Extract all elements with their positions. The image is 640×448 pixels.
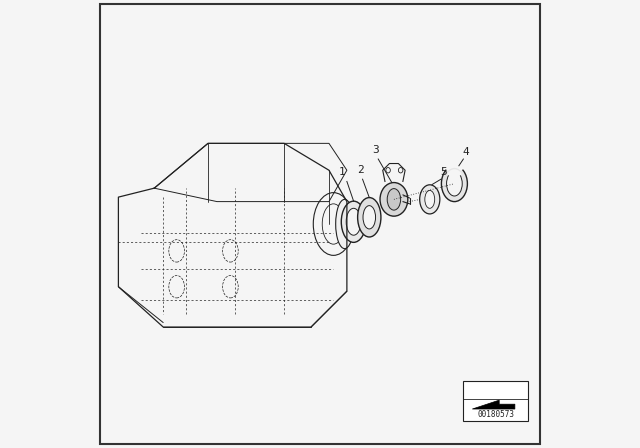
- Text: 1: 1: [339, 167, 346, 177]
- Ellipse shape: [387, 189, 401, 210]
- Text: 00180573: 00180573: [477, 410, 515, 419]
- Ellipse shape: [358, 198, 381, 237]
- Polygon shape: [472, 400, 515, 409]
- Text: 5: 5: [440, 167, 447, 177]
- Ellipse shape: [363, 206, 376, 229]
- Ellipse shape: [447, 172, 462, 196]
- Ellipse shape: [336, 199, 354, 249]
- Ellipse shape: [442, 166, 467, 202]
- Ellipse shape: [346, 208, 361, 235]
- Bar: [463, 381, 528, 421]
- Ellipse shape: [425, 190, 435, 208]
- Ellipse shape: [398, 168, 403, 173]
- Ellipse shape: [341, 201, 366, 242]
- Text: 3: 3: [372, 145, 380, 155]
- Text: 2: 2: [357, 165, 364, 175]
- Ellipse shape: [380, 183, 408, 216]
- Ellipse shape: [420, 185, 440, 214]
- Text: 4: 4: [462, 147, 469, 157]
- Ellipse shape: [386, 168, 390, 173]
